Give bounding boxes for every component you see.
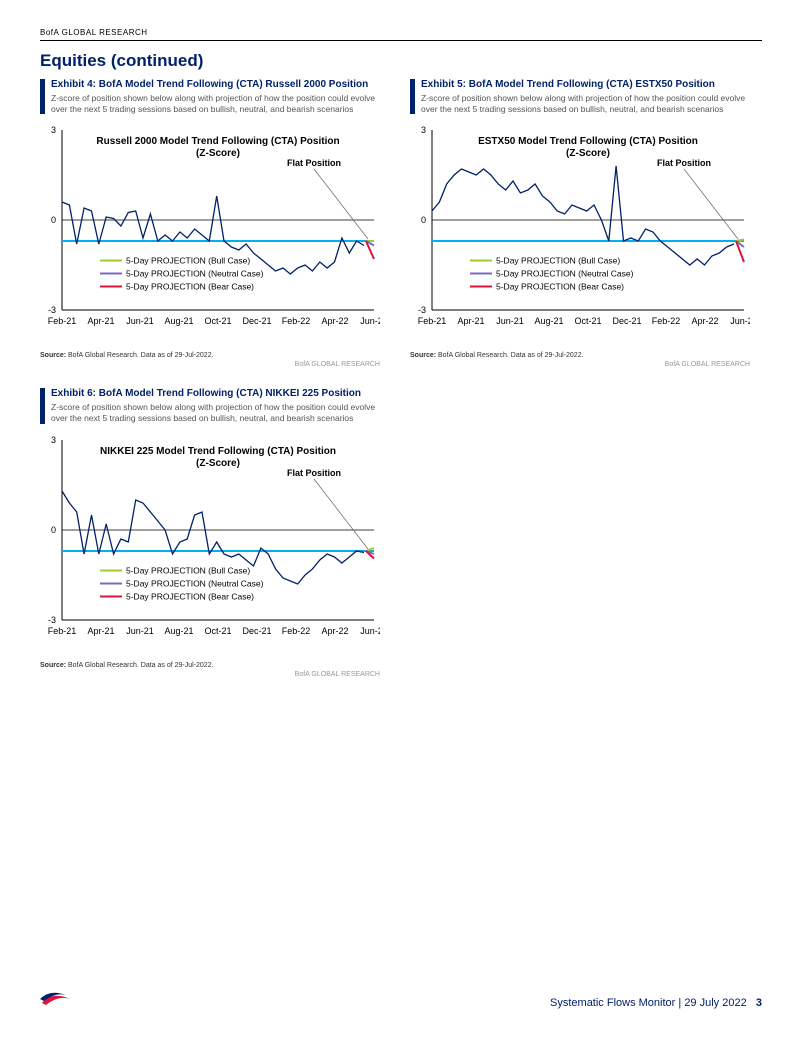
exhibit-6: Exhibit 6: BofA Model Trend Following (C… xyxy=(40,388,380,677)
exhibit-title: Exhibit 6: BofA Model Trend Following (C… xyxy=(51,388,380,400)
svg-text:Oct-21: Oct-21 xyxy=(204,316,231,326)
svg-text:(Z-Score): (Z-Score) xyxy=(196,148,240,159)
watermark: BofA GLOBAL RESEARCH xyxy=(40,671,380,678)
svg-text:Apr-21: Apr-21 xyxy=(457,316,484,326)
chart: ESTX50 Model Trend Following (CTA) Posit… xyxy=(410,120,750,350)
svg-text:Apr-21: Apr-21 xyxy=(87,626,114,636)
svg-text:5-Day PROJECTION (Neutral Case: 5-Day PROJECTION (Neutral Case) xyxy=(496,269,634,279)
source-line: Source: BofA Global Research. Data as of… xyxy=(410,352,750,359)
bofa-logo-icon xyxy=(40,985,74,1009)
svg-text:Apr-21: Apr-21 xyxy=(87,316,114,326)
svg-text:Jun-21: Jun-21 xyxy=(126,316,154,326)
svg-text:0: 0 xyxy=(51,215,56,225)
svg-text:0: 0 xyxy=(421,215,426,225)
exhibit-head: Exhibit 5: BofA Model Trend Following (C… xyxy=(410,79,750,114)
svg-text:5-Day PROJECTION (Bull Case): 5-Day PROJECTION (Bull Case) xyxy=(126,256,250,266)
exhibit-head: Exhibit 6: BofA Model Trend Following (C… xyxy=(40,388,380,423)
source-line: Source: BofA Global Research. Data as of… xyxy=(40,352,380,359)
svg-text:0: 0 xyxy=(51,525,56,535)
svg-text:Feb-21: Feb-21 xyxy=(48,626,77,636)
svg-text:-3: -3 xyxy=(48,615,56,625)
exhibit-desc: Z-score of position shown below along wi… xyxy=(51,402,380,423)
svg-text:Russell 2000 Model Trend Follo: Russell 2000 Model Trend Following (CTA)… xyxy=(96,136,339,147)
svg-text:Oct-21: Oct-21 xyxy=(204,626,231,636)
exhibit-desc: Z-score of position shown below along wi… xyxy=(421,93,750,114)
svg-text:Jun-22: Jun-22 xyxy=(730,316,750,326)
svg-text:Feb-22: Feb-22 xyxy=(282,316,311,326)
header-brand: BofA GLOBAL RESEARCH xyxy=(40,28,762,41)
svg-text:Flat Position: Flat Position xyxy=(287,158,341,168)
svg-text:Feb-22: Feb-22 xyxy=(282,626,311,636)
svg-text:Apr-22: Apr-22 xyxy=(321,626,348,636)
page-footer: Systematic Flows Monitor | 29 July 2022 … xyxy=(40,985,762,1009)
svg-text:Aug-21: Aug-21 xyxy=(534,316,563,326)
svg-text:Aug-21: Aug-21 xyxy=(164,316,193,326)
svg-text:5-Day PROJECTION (Bull Case): 5-Day PROJECTION (Bull Case) xyxy=(126,565,250,575)
svg-text:(Z-Score): (Z-Score) xyxy=(196,458,240,469)
svg-text:Apr-22: Apr-22 xyxy=(321,316,348,326)
svg-text:3: 3 xyxy=(51,125,56,135)
exhibit-title: Exhibit 4: BofA Model Trend Following (C… xyxy=(51,79,380,91)
watermark: BofA GLOBAL RESEARCH xyxy=(410,361,750,368)
svg-text:Dec-21: Dec-21 xyxy=(612,316,641,326)
svg-text:Feb-21: Feb-21 xyxy=(48,316,77,326)
section-title: Equities (continued) xyxy=(40,51,762,71)
svg-text:(Z-Score): (Z-Score) xyxy=(566,148,610,159)
watermark: BofA GLOBAL RESEARCH xyxy=(40,361,380,368)
svg-text:Flat Position: Flat Position xyxy=(657,158,711,168)
svg-text:5-Day PROJECTION (Bear Case): 5-Day PROJECTION (Bear Case) xyxy=(496,282,624,292)
svg-text:Dec-21: Dec-21 xyxy=(242,626,271,636)
svg-text:Dec-21: Dec-21 xyxy=(242,316,271,326)
svg-text:-3: -3 xyxy=(48,305,56,315)
svg-text:5-Day PROJECTION (Neutral Case: 5-Day PROJECTION (Neutral Case) xyxy=(126,269,264,279)
svg-text:5-Day PROJECTION (Bear Case): 5-Day PROJECTION (Bear Case) xyxy=(126,282,254,292)
exhibit-head: Exhibit 4: BofA Model Trend Following (C… xyxy=(40,79,380,114)
svg-text:NIKKEI 225 Model Trend Followi: NIKKEI 225 Model Trend Following (CTA) P… xyxy=(100,446,336,457)
footer-text: Systematic Flows Monitor | 29 July 2022 … xyxy=(550,997,762,1009)
svg-text:Jun-22: Jun-22 xyxy=(360,626,380,636)
svg-text:Jun-22: Jun-22 xyxy=(360,316,380,326)
exhibit-title: Exhibit 5: BofA Model Trend Following (C… xyxy=(421,79,750,91)
svg-text:5-Day PROJECTION (Neutral Case: 5-Day PROJECTION (Neutral Case) xyxy=(126,578,264,588)
exhibit-5: Exhibit 5: BofA Model Trend Following (C… xyxy=(410,79,750,368)
svg-text:Jun-21: Jun-21 xyxy=(496,316,524,326)
source-line: Source: BofA Global Research. Data as of… xyxy=(40,662,380,669)
svg-text:Apr-22: Apr-22 xyxy=(691,316,718,326)
svg-text:Flat Position: Flat Position xyxy=(287,468,341,478)
svg-text:-3: -3 xyxy=(418,305,426,315)
svg-text:Oct-21: Oct-21 xyxy=(574,316,601,326)
svg-text:Aug-21: Aug-21 xyxy=(164,626,193,636)
svg-text:5-Day PROJECTION (Bull Case): 5-Day PROJECTION (Bull Case) xyxy=(496,256,620,266)
chart: Russell 2000 Model Trend Following (CTA)… xyxy=(40,120,380,350)
svg-text:Feb-21: Feb-21 xyxy=(418,316,447,326)
svg-text:Feb-22: Feb-22 xyxy=(652,316,681,326)
svg-text:Jun-21: Jun-21 xyxy=(126,626,154,636)
exhibit-4: Exhibit 4: BofA Model Trend Following (C… xyxy=(40,79,380,368)
chart: NIKKEI 225 Model Trend Following (CTA) P… xyxy=(40,430,380,660)
svg-text:ESTX50 Model Trend Following (: ESTX50 Model Trend Following (CTA) Posit… xyxy=(478,136,698,147)
svg-text:3: 3 xyxy=(51,435,56,445)
svg-text:3: 3 xyxy=(421,125,426,135)
svg-text:5-Day PROJECTION (Bear Case): 5-Day PROJECTION (Bear Case) xyxy=(126,591,254,601)
exhibit-desc: Z-score of position shown below along wi… xyxy=(51,93,380,114)
